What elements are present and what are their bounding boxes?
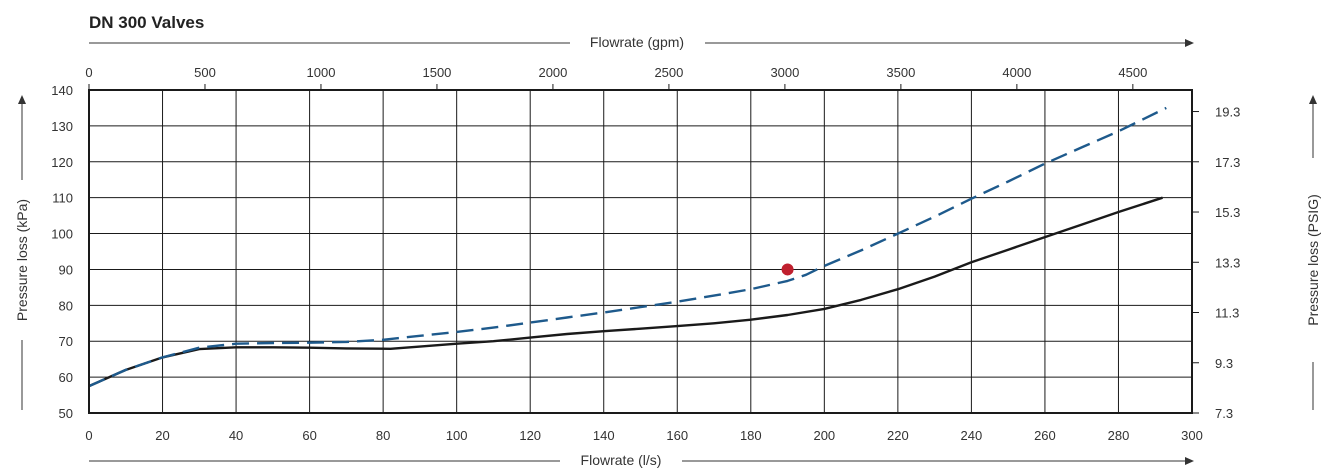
y2-tick-label: 17.3 xyxy=(1215,155,1240,170)
x2-tick-label: 3500 xyxy=(886,65,915,80)
x2-tick-label: 4500 xyxy=(1118,65,1147,80)
x-tick-label: 40 xyxy=(229,428,243,443)
x-axis-arrow-bottom-head xyxy=(1185,457,1194,465)
x-tick-label: 140 xyxy=(593,428,615,443)
tick-labels: 0 20 40 60 80 100 120 140 160 180 200 220 240 260 280 3… xyxy=(51,65,1240,443)
x-tick-label: 100 xyxy=(446,428,468,443)
x-tick-label: 160 xyxy=(666,428,688,443)
x-tick-label: 60 xyxy=(302,428,316,443)
y-tick-label: 100 xyxy=(51,227,73,242)
y2-tick-label: 19.3 xyxy=(1215,105,1240,120)
y-axis-arrow-left-head xyxy=(18,95,26,104)
plot-border xyxy=(88,89,1193,414)
y2-tick-label: 15.3 xyxy=(1215,205,1240,220)
x-tick-label: 200 xyxy=(813,428,835,443)
chart-title: DN 300 Valves xyxy=(89,13,204,32)
x-tick-label: 240 xyxy=(961,428,983,443)
axis-titles: Flowrate (l/s) Flowrate (gpm) Pressure l… xyxy=(14,34,1321,468)
y2-tick-label: 7.3 xyxy=(1215,406,1233,421)
y-tick-label: 110 xyxy=(52,191,73,206)
x2-tick-label: 1500 xyxy=(422,65,451,80)
series-line-1 xyxy=(88,196,1163,388)
x-tick-label: 20 xyxy=(155,428,169,443)
x-axis-label-bottom: Flowrate (l/s) xyxy=(581,452,662,468)
y-tick-label: 120 xyxy=(51,155,73,170)
x2-tick-label: 2500 xyxy=(654,65,683,80)
x-axis-label-top: Flowrate (gpm) xyxy=(590,34,684,50)
y-axis-arrow-right-head xyxy=(1309,95,1317,104)
series-layer xyxy=(88,106,1167,388)
y-tick-label: 80 xyxy=(59,298,73,313)
y-tick-label: 60 xyxy=(59,370,73,385)
y-tick-label: 130 xyxy=(51,119,73,134)
x-tick-label: 0 xyxy=(85,428,92,443)
x-tick-label: 80 xyxy=(376,428,390,443)
x2-tick-label: 1000 xyxy=(307,65,336,80)
x-tick-label: 260 xyxy=(1034,428,1056,443)
x2-tick-label: 3000 xyxy=(770,65,799,80)
x2-tick-label: 4000 xyxy=(1002,65,1031,80)
x-tick-label: 180 xyxy=(740,428,762,443)
x2-tick-label: 0 xyxy=(85,65,92,80)
grid xyxy=(89,90,1192,413)
x-axis-arrow-top-head xyxy=(1185,39,1194,47)
x-tick-label: 280 xyxy=(1108,428,1130,443)
x-tick-label: 120 xyxy=(519,428,541,443)
x-tick-label: 300 xyxy=(1181,428,1203,443)
x2-tick-label: 2000 xyxy=(538,65,567,80)
y2-tick-label: 11.3 xyxy=(1215,306,1239,321)
y-tick-label: 50 xyxy=(59,406,73,421)
x-tick-label: 220 xyxy=(887,428,909,443)
y-tick-label: 70 xyxy=(59,334,73,349)
y-tick-label: 140 xyxy=(51,83,73,98)
y2-tick-label: 9.3 xyxy=(1215,356,1233,371)
y-axis-label-right: Pressure loss (PSIG) xyxy=(1305,194,1321,325)
y2-tick-label: 13.3 xyxy=(1215,255,1240,270)
series-line-2 xyxy=(88,106,1167,388)
y-tick-label: 90 xyxy=(59,262,73,277)
y-axis-label-left: Pressure loss (kPa) xyxy=(14,199,30,321)
x2-tick-label: 500 xyxy=(194,65,216,80)
plot-frame xyxy=(88,84,1199,414)
marker-point xyxy=(781,263,794,276)
